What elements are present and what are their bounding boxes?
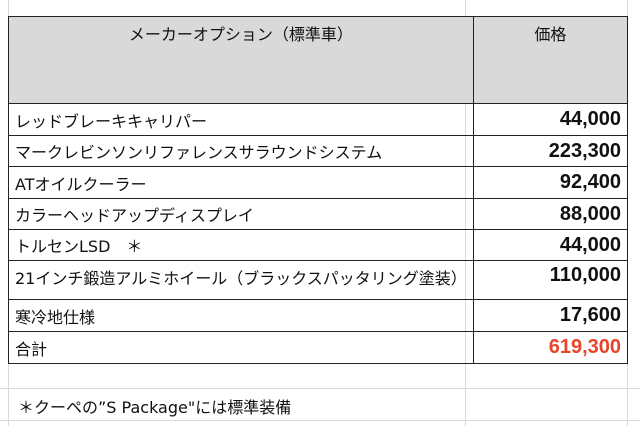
table-row: マークレビンソンリファレンスサラウンドシステム 223,300 — [8, 135, 629, 167]
option-name-cell[interactable]: ATオイルクーラー — [8, 166, 474, 199]
gridline — [0, 388, 640, 389]
header-price-cell[interactable]: 価格 — [472, 16, 629, 104]
option-name-cell[interactable]: 21インチ鍛造アルミホイール（ブラックスパッタリング塗装） — [8, 260, 474, 300]
option-name-cell[interactable]: カラーヘッドアップディスプレイ — [8, 198, 474, 230]
table-row: 寒冷地仕様 17,600 — [8, 299, 629, 332]
price-cell[interactable]: 110,000 — [472, 260, 629, 300]
option-name-cell[interactable]: マークレビンソンリファレンスサラウンドシステム — [8, 135, 474, 167]
options-table: メーカーオプション（標準車） 価格 レッドブレーキキャリパー 44,000 マー… — [8, 16, 629, 364]
total-row: 合計 619,300 — [8, 331, 629, 364]
table-row: 21インチ鍛造アルミホイール（ブラックスパッタリング塗装） 110,000 — [8, 260, 629, 300]
total-price-cell[interactable]: 619,300 — [472, 331, 629, 364]
table-row: レッドブレーキキャリパー 44,000 — [8, 103, 629, 136]
price-cell[interactable]: 223,300 — [472, 135, 629, 167]
header-row: メーカーオプション（標準車） 価格 — [8, 16, 629, 104]
price-cell[interactable]: 44,000 — [472, 103, 629, 136]
price-cell[interactable]: 88,000 — [472, 198, 629, 230]
table-row: カラーヘッドアップディスプレイ 88,000 — [8, 198, 629, 230]
price-cell[interactable]: 92,400 — [472, 166, 629, 199]
table-row: ATオイルクーラー 92,400 — [8, 166, 629, 199]
gridline — [627, 0, 628, 426]
price-cell[interactable]: 17,600 — [472, 299, 629, 332]
gridline — [0, 420, 640, 421]
header-option-cell[interactable]: メーカーオプション（標準車） — [8, 16, 474, 104]
option-name-cell[interactable]: トルセンLSD ＊ — [8, 229, 474, 261]
total-label-cell[interactable]: 合計 — [8, 331, 474, 364]
footnote[interactable]: ＊クーペの”S Package"には標準装備 — [18, 398, 292, 417]
option-name-cell[interactable]: レッドブレーキキャリパー — [8, 103, 474, 136]
price-cell[interactable]: 44,000 — [472, 229, 629, 261]
option-name-cell[interactable]: 寒冷地仕様 — [8, 299, 474, 332]
table-row: トルセンLSD ＊ 44,000 — [8, 229, 629, 261]
